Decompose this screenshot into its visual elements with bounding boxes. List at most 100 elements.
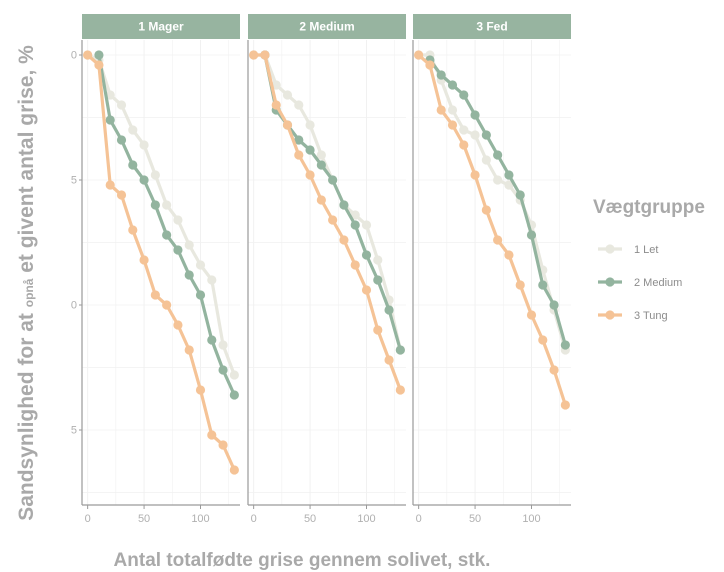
data-point — [282, 90, 293, 100]
facet-strip-label: 2 Medium — [299, 20, 354, 34]
data-point — [116, 135, 127, 145]
data-point — [470, 110, 480, 120]
data-point — [504, 250, 514, 260]
data-point — [128, 125, 138, 135]
y-axis-title-part1: Sandsynlighed for at — [15, 307, 38, 521]
data-point — [436, 70, 446, 80]
data-point — [195, 260, 206, 270]
x-tick-label: 50 — [469, 513, 481, 525]
data-point — [195, 290, 206, 300]
x-axis-title: Antal totalfødte grise gennem solivet, s… — [114, 550, 491, 571]
legend-key-point — [605, 277, 615, 287]
x-tick-label: 0 — [416, 513, 422, 525]
series-line — [263, 53, 402, 352]
facet-strip — [82, 14, 240, 39]
x-tick-label: 50 — [304, 513, 316, 525]
data-point — [282, 120, 293, 130]
data-point — [218, 365, 228, 375]
data-point — [260, 50, 270, 60]
data-point — [173, 215, 183, 225]
y-tick-label: 0 — [71, 50, 77, 62]
y-axis-title-part2: et givent antal grise, % — [15, 45, 38, 279]
legend: Vægtgruppe 1 Let 2 Medium 3 Tung — [593, 197, 705, 322]
legend-item-label: 1 Let — [634, 244, 658, 256]
series-2-medium — [425, 55, 570, 350]
data-point — [150, 170, 160, 180]
y-tick-label: 5 — [71, 175, 77, 187]
x-tick-label: 0 — [85, 513, 91, 525]
data-point — [493, 175, 503, 185]
data-point — [83, 50, 93, 60]
data-point — [128, 225, 138, 235]
data-point — [350, 220, 360, 230]
data-point — [373, 325, 383, 335]
facet-strip-label: 3 Fed — [476, 20, 507, 34]
data-point — [305, 120, 315, 130]
data-point — [184, 270, 194, 280]
legend-key-point — [605, 310, 615, 320]
data-point — [249, 50, 259, 60]
data-point — [105, 90, 115, 100]
data-point — [339, 200, 349, 210]
data-point — [184, 240, 194, 250]
data-point — [305, 145, 315, 155]
data-point — [207, 430, 217, 440]
legend-key-point — [605, 244, 615, 254]
data-point — [447, 80, 458, 90]
facet-panel-1: 1 Mager 0 50 100 — [81, 14, 240, 525]
data-point — [328, 215, 338, 225]
data-point — [447, 120, 458, 130]
data-point — [116, 190, 127, 200]
series-3-tung — [414, 50, 570, 410]
data-point — [549, 365, 559, 375]
data-point — [538, 335, 548, 345]
data-point — [328, 175, 338, 185]
data-point — [361, 250, 372, 260]
data-point — [218, 440, 228, 450]
legend-item: 1 Let — [598, 244, 658, 256]
facet-strip — [413, 14, 571, 39]
series-line — [86, 53, 236, 377]
data-point — [316, 150, 326, 160]
data-point — [139, 140, 149, 150]
data-point — [481, 205, 491, 215]
facet-panel-2: 2 Medium 0 50 100 — [247, 14, 406, 525]
data-point — [481, 130, 491, 140]
y-axis-title: Sandsynlighed for at opnå et givent anta… — [15, 45, 38, 521]
data-point — [493, 235, 503, 245]
data-point — [459, 125, 469, 135]
data-point — [139, 255, 149, 265]
data-point — [361, 220, 372, 230]
data-point — [94, 50, 104, 60]
data-point — [504, 180, 514, 190]
data-point — [207, 275, 217, 285]
data-point — [560, 340, 570, 350]
facet-strip-label: 1 Mager — [138, 20, 184, 34]
data-point — [116, 100, 127, 110]
data-point — [229, 465, 239, 475]
data-point — [316, 160, 326, 170]
series-3-tung — [249, 50, 405, 395]
series-2-medium — [94, 50, 239, 400]
legend-item: 3 Tung — [598, 310, 668, 322]
series-line — [417, 53, 567, 352]
data-point — [395, 385, 405, 395]
data-point — [549, 300, 559, 310]
data-point — [162, 300, 172, 310]
y-tick-label: 0 — [71, 300, 77, 312]
data-point — [493, 150, 503, 160]
data-point — [384, 355, 394, 365]
data-point — [195, 385, 206, 395]
data-point — [294, 150, 304, 160]
data-point — [350, 260, 360, 270]
data-point — [229, 370, 239, 380]
data-point — [294, 135, 304, 145]
data-point — [361, 285, 372, 295]
x-tick-label: 100 — [191, 513, 209, 525]
data-point — [459, 90, 469, 100]
x-tick-label: 0 — [251, 513, 257, 525]
x-tick-label: 50 — [138, 513, 150, 525]
data-point — [384, 305, 394, 315]
y-axis-title-small: opnå — [22, 278, 36, 307]
data-point — [395, 345, 405, 355]
